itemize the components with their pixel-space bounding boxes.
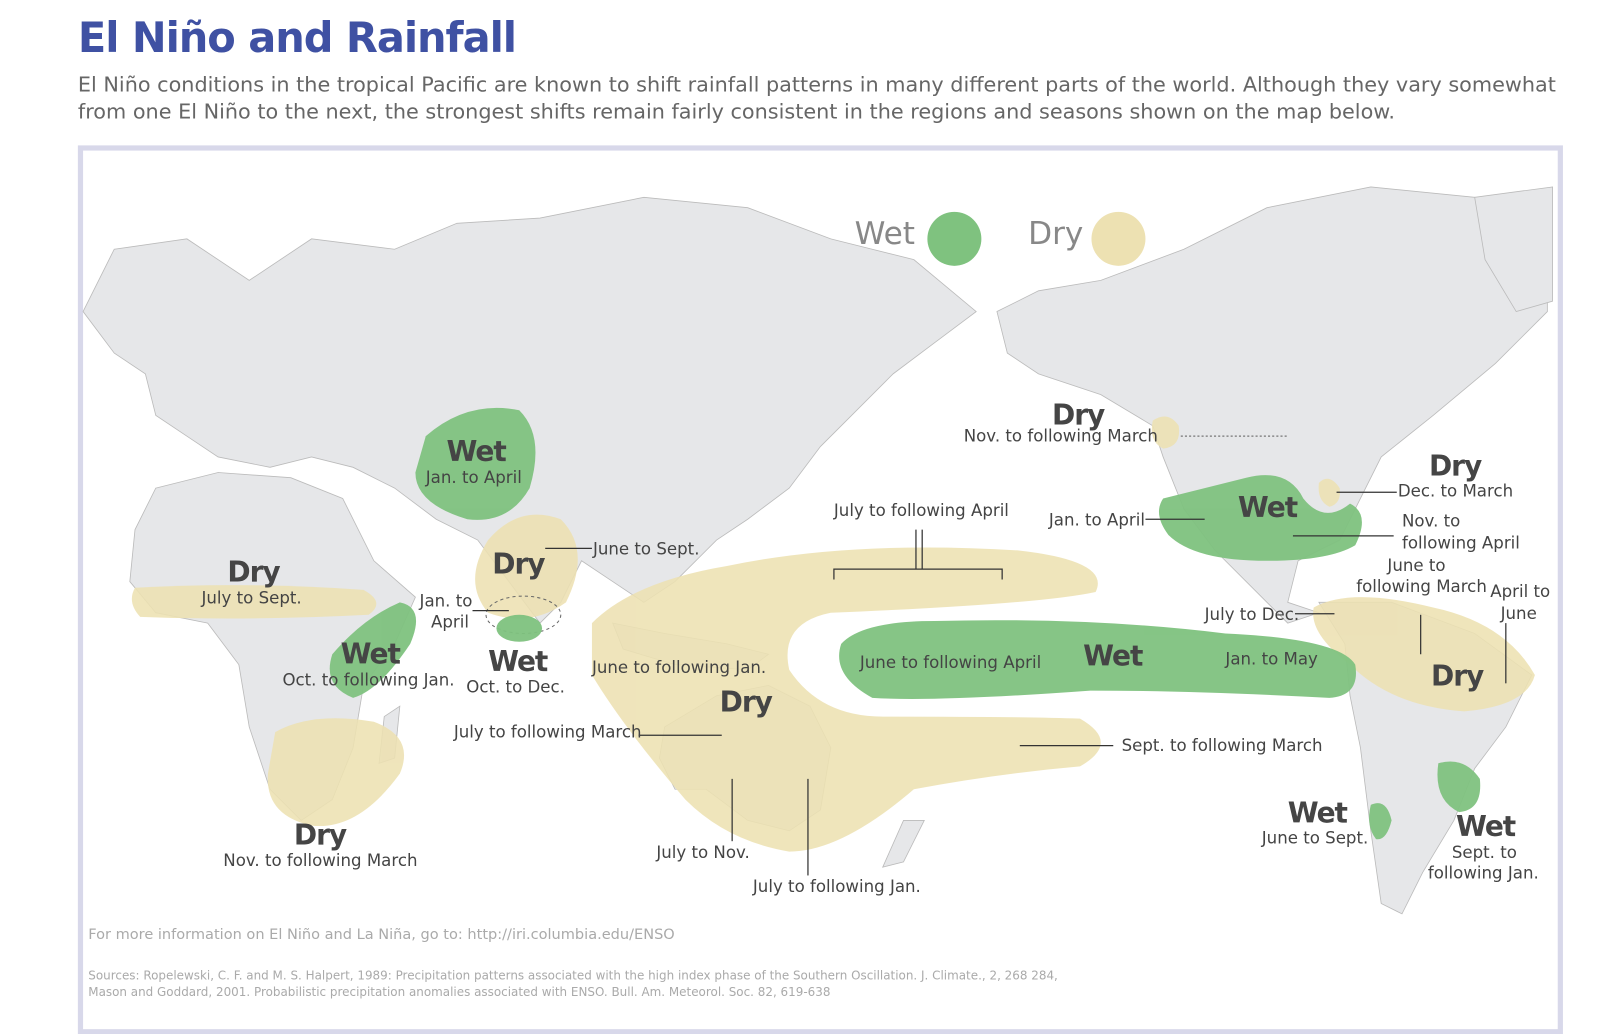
legend-dry-label: Dry [1028,216,1083,252]
label-season: Jan. to April [1048,510,1145,529]
label-season: following April [1402,533,1520,552]
label-type: Wet [1456,810,1516,843]
label-season: July to Dec. [1204,605,1300,624]
wet-chile [1369,803,1392,840]
label-season: Nov. to [1402,512,1460,531]
label-type: Dry [1429,450,1482,483]
label-season: June to [1386,556,1445,575]
label-season: July to following April [833,501,1009,520]
label-season: July to Nov. [655,843,750,862]
label-season: following Jan. [1428,864,1539,883]
label-season: Jan. to May [1224,650,1318,669]
label-season: Jan. to [419,591,473,610]
label-season: Dec. to March [1398,481,1513,500]
label-season: April [431,612,469,631]
dry-ohio-valley [1318,478,1340,507]
label-season: Sept. to [1452,843,1517,862]
land-new-zealand [881,819,925,868]
dry-regions [131,416,1535,852]
legend-wet-label: Wet [855,216,915,252]
wet-regions [329,407,1481,840]
sources-line-1: Sources: Ropelewski, C. F. and M. S. Hal… [88,967,1058,983]
legend-dry-swatch [1091,211,1146,266]
label-type: Dry [1052,399,1105,432]
label-type: Dry [492,547,545,580]
label-season: Nov. to following March [223,851,417,870]
label-season: June to Sept. [1261,828,1369,847]
label-season: June to Sept. [592,540,700,559]
label-type: Wet [1083,640,1143,673]
label-season: June to following April [859,653,1041,672]
label-type: Dry [720,685,773,718]
page-title: El Niño and Rainfall [77,14,517,63]
dry-india [475,514,578,619]
label-type: Dry [294,818,347,851]
wet-southeast-south-america [1437,761,1481,813]
wet-equatorial-pacific [839,620,1356,699]
label-season: July to Sept. [200,588,301,607]
label-season: Jan. to April [425,468,522,487]
label-season: June to following Jan. [591,658,766,677]
label-season: Nov. to following March [964,426,1158,445]
label-season: April to [1490,582,1550,601]
more-info-text: For more information on El Niño and La N… [88,926,675,943]
label-season: July to following Jan. [752,877,921,896]
legend: Wet Dry [855,211,1146,266]
leader-central-pacific [833,529,1003,580]
page-subtitle: El Niño conditions in the tropical Pacif… [77,71,1556,124]
wet-central-asia [415,407,536,520]
dry-sahel [131,585,377,619]
label-type: Wet [488,645,548,678]
region-labels: Wet Jan. to April Dry June to Sept. Jan.… [200,399,1550,896]
label-type: Wet [447,435,507,468]
label-season: following March [1356,577,1487,596]
land-eurasia [82,196,977,624]
wet-east-africa [329,602,417,698]
label-season: July to following March [453,722,642,741]
sources-line-2: Mason and Goddard, 2001. Probabilistic p… [88,984,831,1000]
label-type: Wet [341,638,401,671]
dry-indonesia-australia [591,547,1101,852]
label-season: Oct. to Dec. [466,678,565,697]
leader-lines [472,435,1507,876]
label-season: Oct. to following Jan. [282,670,454,689]
land-greenland [1474,186,1553,313]
legend-wet-swatch [927,211,982,266]
label-season: Sept. to following March [1122,736,1323,755]
wet-southern-us [1158,475,1362,561]
dry-southern-africa [267,718,405,827]
dry-northern-south-america [1313,597,1535,712]
label-type: Wet [1288,796,1348,829]
label-season: June [1500,604,1537,623]
label-type: Wet [1238,491,1298,524]
label-type: Dry [227,556,280,589]
label-type: Dry [1431,659,1484,692]
dry-pacific-northwest [1151,416,1180,449]
wet-southern-india [496,614,543,642]
